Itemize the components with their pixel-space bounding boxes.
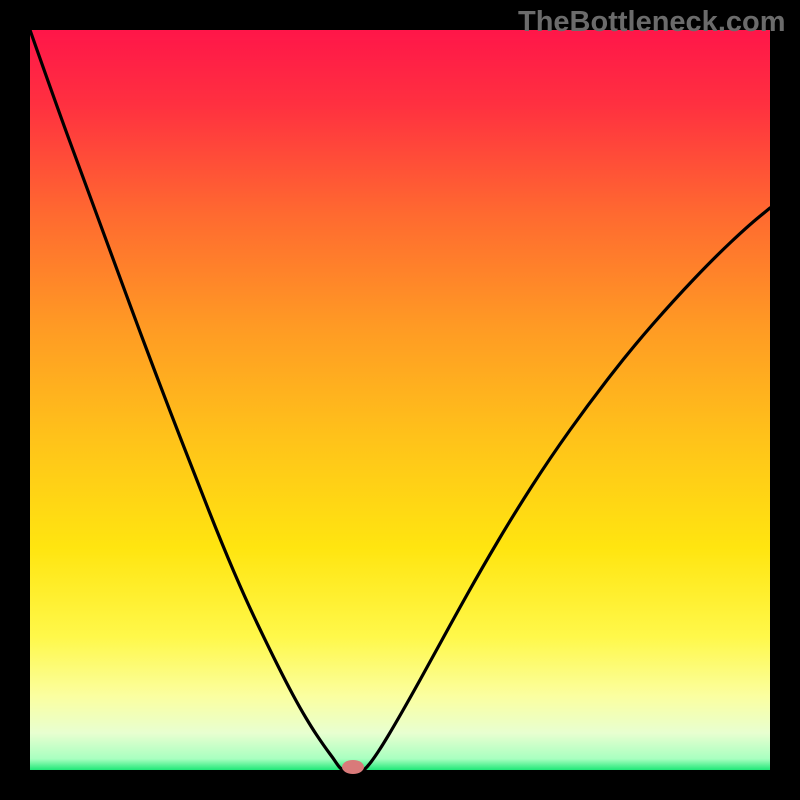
chart-svg <box>0 0 800 800</box>
curve-left <box>30 30 343 770</box>
plot-background <box>30 30 770 770</box>
chart-root: TheBottleneck.com <box>0 0 800 800</box>
curve-right <box>364 208 770 770</box>
watermark-text: TheBottleneck.com <box>518 6 786 39</box>
minimum-marker <box>342 760 364 774</box>
